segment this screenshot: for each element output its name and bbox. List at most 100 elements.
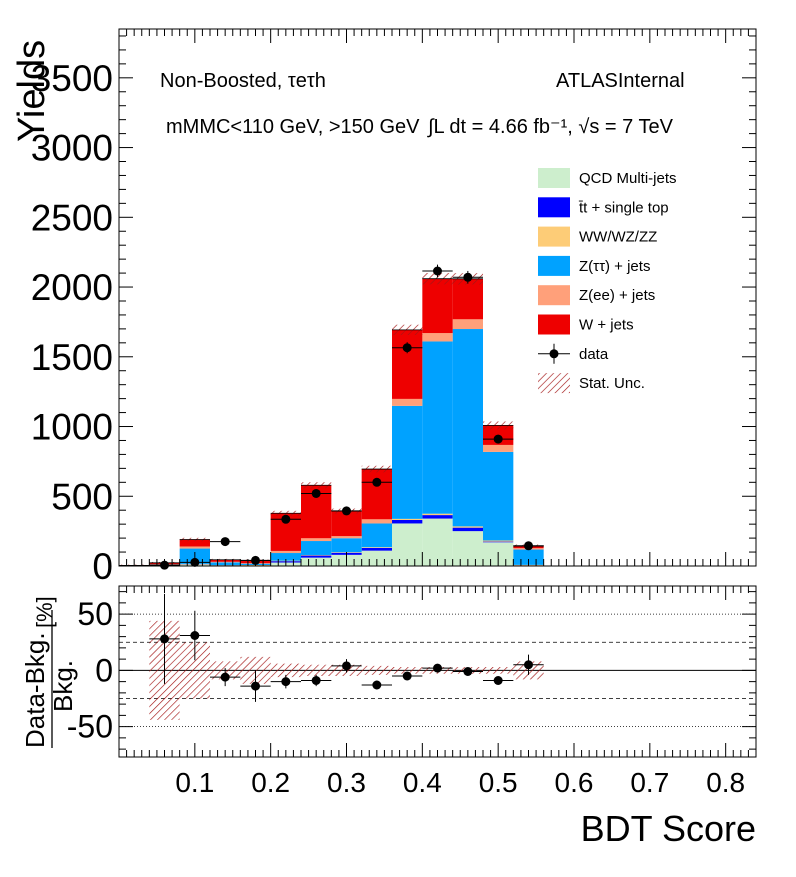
stack-bar-3-10	[422, 341, 453, 514]
ratio-xtick-label-5: 0.6	[555, 767, 594, 798]
data-point-12	[524, 541, 533, 551]
ratio-unc-band-5	[301, 664, 332, 676]
ratio-point-2	[220, 672, 230, 682]
stack-bar-1-8	[361, 547, 392, 551]
ratio-ylabel-unit: [%]	[32, 596, 57, 628]
main-ytick-label-7: 3500	[31, 58, 113, 99]
ratio-xtick-label-3: 0.4	[403, 767, 442, 798]
lumi-annotation: ∫L dt = 4.66 fb⁻¹, √s = 7 TeV	[427, 116, 674, 138]
main-ylabel: Yields	[11, 40, 53, 142]
main-ytick-label-3: 1500	[31, 337, 113, 378]
ratio-point-4	[281, 677, 291, 687]
stack-bar-5-8	[361, 469, 392, 520]
legend-swatch-4	[538, 285, 570, 306]
legend-label-1: t̄t + single top	[578, 199, 669, 216]
stack-bar-4-12	[483, 444, 514, 452]
data-point-2	[220, 537, 230, 547]
stack-bar-3-8	[361, 523, 392, 548]
legend-label-2: WW/WZ/ZZ	[579, 229, 657, 246]
stack-bar-0-10	[422, 518, 453, 566]
stack-bar-5-2	[179, 539, 210, 547]
data-point-8	[402, 343, 412, 353]
main-ytick-label-6: 3000	[31, 128, 113, 169]
ratio-point-11	[493, 676, 503, 685]
main-ytick-label-4: 2000	[31, 267, 113, 308]
stack-bar-4-10	[422, 333, 453, 342]
legend: QCD Multi-jets t̄t + single top WW/WZ/ZZ Z(…	[538, 168, 677, 394]
stack-bar-5-9	[392, 329, 423, 399]
legend-label-0: QCD Multi-jets	[579, 170, 677, 187]
data-point-9	[433, 266, 442, 276]
legend-swatch-2	[538, 226, 570, 247]
labels: Yields Non-Boosted, τeτh ATLASInternal mMMC…	[11, 40, 756, 849]
main-ytick-label-2: 1000	[31, 407, 113, 448]
ratio-xtick-label-4: 0.5	[479, 767, 518, 798]
stack-bar-2-8	[361, 547, 392, 548]
main-ytick-label-1: 500	[51, 476, 113, 517]
stack-bar-2-10	[422, 513, 453, 516]
main-ytick-label-5: 2500	[31, 197, 113, 238]
ratio-unc-band-8	[392, 667, 423, 674]
ratio-ylabel-denominator: Bkg.	[48, 660, 78, 712]
stack-bar-2-6	[301, 554, 332, 556]
stack-bar-3-7	[331, 538, 362, 553]
main-ytick-label-0: 0	[92, 546, 113, 587]
legend-swatch-data-marker	[549, 349, 559, 359]
stack-bar-1-11	[452, 527, 483, 532]
data-point-10	[463, 272, 473, 282]
stack-bar-3-11	[452, 329, 483, 527]
stack-bar-0-9	[392, 523, 423, 566]
ratio-point-7	[372, 680, 382, 690]
stack-bar-4-6	[301, 538, 332, 542]
ratio-xtick-label-0: 0.1	[175, 767, 214, 798]
stack-bar-3-6	[301, 541, 332, 555]
stack-bar-4-5	[270, 550, 301, 554]
ratio-point-3	[251, 681, 260, 691]
ratio-xtick-label-2: 0.3	[327, 767, 366, 798]
ratio-xtick-label-6: 0.7	[630, 767, 669, 798]
ratio-ylabel-numerator: Data-Bkg.	[20, 632, 50, 748]
legend-swatch-hatch	[538, 373, 570, 394]
stack-bar-1-10	[422, 515, 453, 519]
legend-label-7: Stat. Unc.	[579, 375, 645, 392]
legend-swatch-3	[538, 255, 570, 276]
legend-swatch-1	[538, 197, 570, 218]
stack-bar-4-2	[179, 546, 210, 549]
ratio-point-8	[402, 671, 412, 681]
stack-bar-5-10	[422, 278, 453, 334]
legend-label-3: Z(ττ) + jets	[579, 258, 650, 275]
data-point-4	[281, 514, 291, 524]
ratio-point-5	[311, 676, 321, 685]
cuts-annotation: mMMC<110 GeV, >150 GeV	[166, 116, 420, 138]
stack-bar-1-6	[301, 555, 332, 558]
ratio-panel: 50 0 -50 0.1 0.2 0.3 0.4 0.5 0.6 0.7 0.8	[67, 585, 757, 798]
data-point-5	[311, 488, 321, 498]
stack-bar-3-12	[483, 451, 514, 541]
main-panel: 0 500 1000 1500 2000 2500 3000 3500	[31, 28, 757, 587]
legend-swatch-5	[538, 314, 570, 335]
atlas-annotation: ATLASInternal	[556, 70, 685, 92]
ratio-point-6	[342, 661, 351, 671]
stack-bar-2-12	[483, 540, 514, 542]
stack-bar-3-5	[270, 553, 301, 561]
ratio-unc-band-11	[483, 667, 514, 674]
ratio-xtick-label-7: 0.8	[706, 767, 745, 798]
stack-bar-4-8	[361, 519, 392, 524]
ratio-ytick-label-2: -50	[67, 709, 113, 745]
ratio-unc-band-4	[270, 663, 301, 678]
channel-annotation: Non-Boosted, τeτh	[160, 70, 326, 92]
stack-bar-5-11	[452, 278, 483, 320]
data-point-7	[372, 477, 382, 487]
ratio-point-9	[433, 663, 442, 673]
stack-bar-4-7	[331, 536, 362, 539]
stack-bar-4-11	[452, 319, 483, 330]
ratio-point-10	[463, 667, 473, 676]
ratio-point-0	[160, 634, 169, 644]
ratio-point-1	[190, 631, 200, 640]
stack-bar-1-12	[483, 541, 514, 543]
ratio-unc-band-7	[361, 665, 392, 675]
stack-bar-1-9	[392, 519, 423, 524]
stack-bar-4-9	[392, 398, 423, 406]
